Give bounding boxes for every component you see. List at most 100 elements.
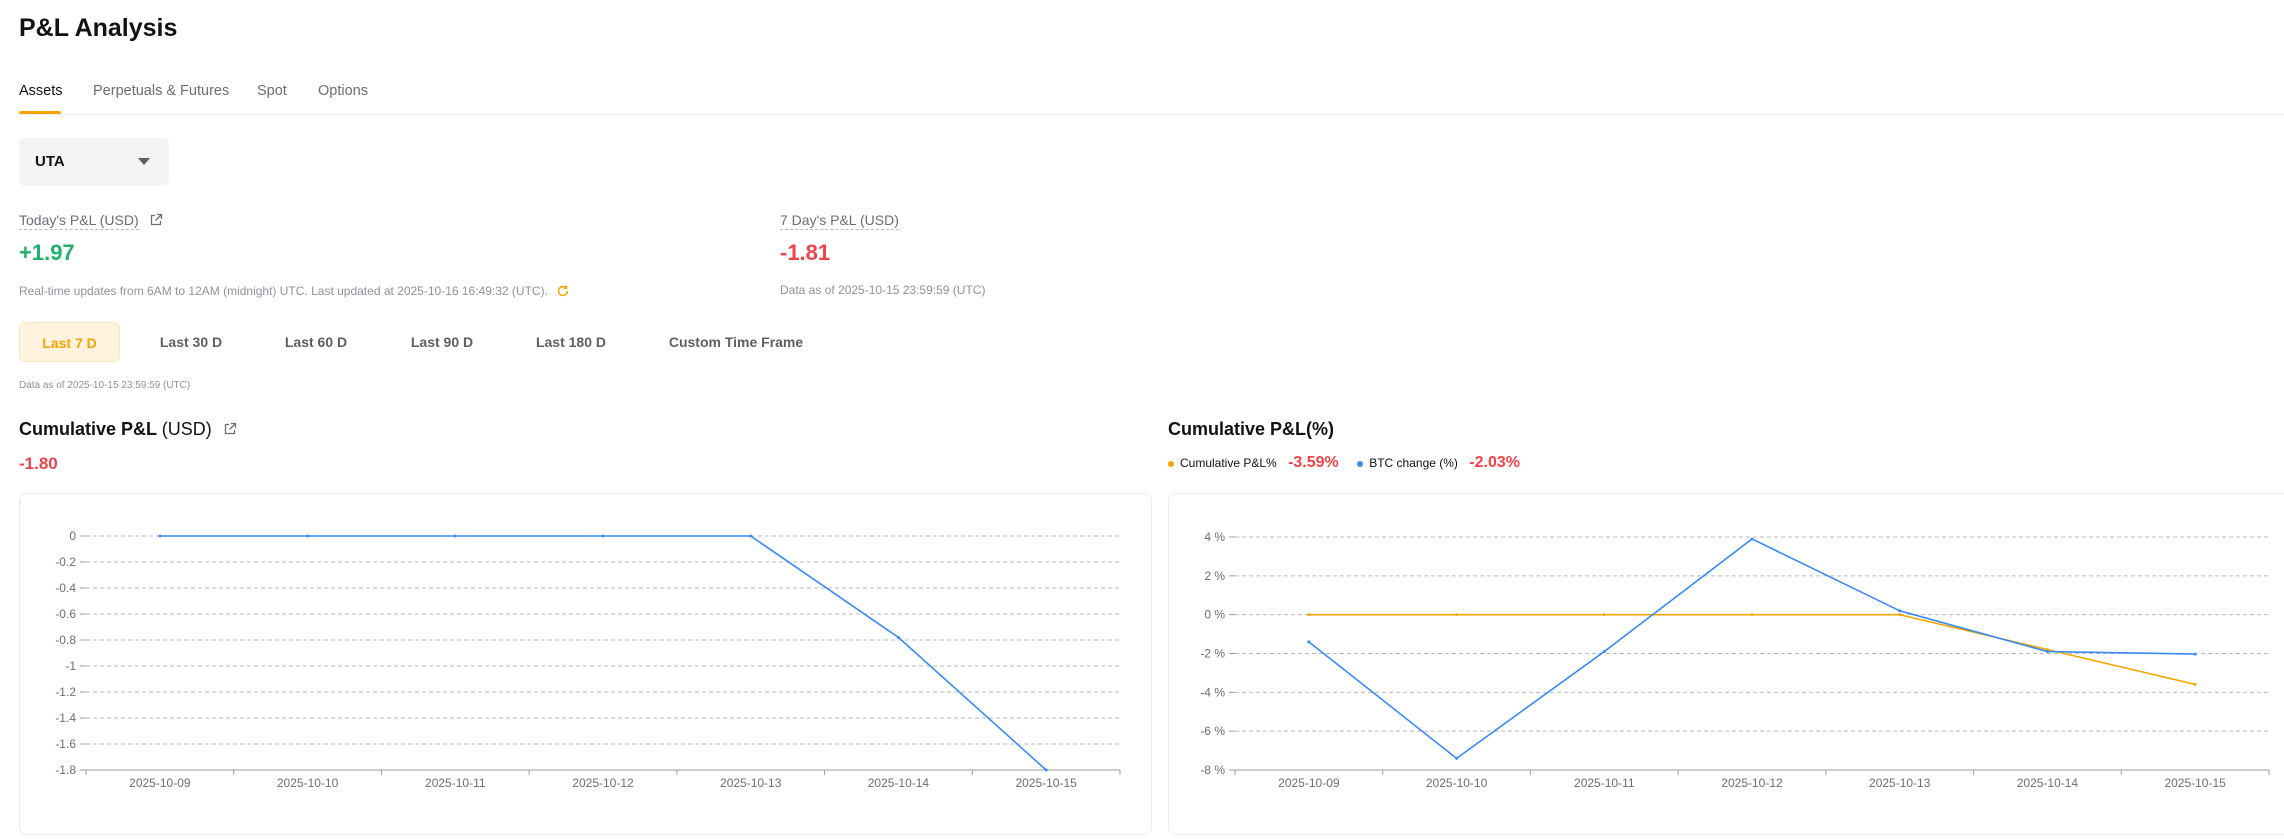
cumulative-pct-title: Cumulative P&L(%) (1168, 419, 1335, 439)
x-tick-label: 2025-10-13 (720, 776, 782, 790)
y-tick-label: -0.2 (55, 555, 76, 569)
cumulative-usd-value: -1.80 (19, 454, 58, 473)
range-last-90d-button[interactable]: Last 90 D (410, 334, 474, 350)
y-tick-label: -2 % (1200, 647, 1225, 661)
series-line-0 (1308, 613, 2196, 686)
y-tick-label: -0.4 (55, 581, 76, 595)
legend-item-cumulative: Cumulative P&L% (1168, 456, 1280, 470)
range-last-30d-button[interactable]: Last 30 D (159, 334, 223, 350)
range-custom-button[interactable]: Custom Time Frame (668, 334, 804, 350)
external-link-icon[interactable] (223, 422, 237, 436)
y-tick-label: -1.4 (55, 711, 76, 725)
tab-spot[interactable]: Spot (257, 83, 287, 99)
y-tick-label: -0.6 (55, 607, 76, 621)
data-point (896, 635, 900, 639)
today-pnl-note-row: Real-time updates from 6AM to 12AM (midn… (19, 282, 570, 300)
tab-active-indicator (19, 111, 61, 114)
legend-label-cumulative: Cumulative P&L% (1180, 456, 1277, 470)
x-tick-label: 2025-10-11 (425, 776, 486, 790)
legend-dot-blue (1357, 460, 1364, 467)
x-tick-label: 2025-10-10 (1426, 776, 1488, 790)
x-tick-label: 2025-10-14 (2017, 776, 2079, 790)
external-link-icon[interactable] (149, 213, 163, 227)
tab-options[interactable]: Options (318, 83, 368, 99)
y-tick-label: 0 (69, 529, 76, 543)
data-point (1455, 756, 1459, 760)
range-last-7d-button[interactable]: Last 7 D (19, 322, 120, 362)
cumulative-pct-chart-card: 4 % 2 % 0 % -2 % -4 % -6 % -8 % 2025-10-09 2025-… (1168, 493, 2284, 835)
x-tick-label: 2025-10-13 (1869, 776, 1931, 790)
y-tick-label: -1.2 (55, 685, 76, 699)
today-pnl-block: Today's P&L (USD) (19, 212, 163, 230)
y-tick-label: 2 % (1204, 569, 1225, 583)
data-point (1602, 650, 1606, 654)
week-pnl-value: -1.81 (780, 240, 831, 265)
x-tick-label: 2025-10-11 (1574, 776, 1635, 790)
data-point (1750, 537, 1754, 541)
refresh-icon[interactable] (556, 284, 570, 298)
tab-assets[interactable]: Assets (19, 83, 63, 99)
account-select-value: UTA (35, 153, 65, 170)
cumulative-usd-title-text: Cumulative P&L (19, 419, 157, 439)
tab-bar: Assets Perpetuals & Futures Spot Options (19, 78, 2284, 115)
range-note: Data as of 2025-10-15 23:59:59 (UTC) (19, 380, 191, 391)
y-tick-label: 0 % (1204, 608, 1225, 622)
week-pnl-block: 7 Day's P&L (USD) (780, 212, 899, 230)
page-title: P&L Analysis (19, 14, 178, 42)
y-tick-label: -1.8 (55, 763, 76, 777)
data-point (749, 534, 753, 538)
y-tick-label: -4 % (1200, 685, 1225, 699)
data-point (1898, 613, 1902, 617)
data-point (306, 534, 310, 538)
legend-dot-orange (1168, 460, 1174, 467)
today-pnl-note: Real-time updates from 6AM to 12AM (midn… (19, 284, 548, 298)
x-tick-label: 2025-10-15 (1015, 776, 1077, 790)
data-point (1898, 609, 1902, 613)
x-tick-label: 2025-10-10 (277, 776, 339, 790)
range-last-180d-button[interactable]: Last 180 D (535, 334, 607, 350)
data-point (1602, 613, 1606, 617)
series-line-0 (159, 535, 1047, 771)
tab-perpetuals-futures[interactable]: Perpetuals & Futures (93, 83, 230, 99)
y-tick-label: -8 % (1200, 763, 1225, 777)
x-tick-label: 2025-10-09 (129, 776, 191, 790)
cumulative-usd-chart: 0 -0.2 -0.4 -0.6 -0.8 -1 -1.2 -1.4 -1.6 -1.8 2025-… (55, 529, 1121, 790)
y-tick-label: -1.6 (55, 737, 76, 751)
week-pnl-label[interactable]: 7 Day's P&L (USD) (780, 212, 899, 230)
data-point (1750, 613, 1754, 617)
cumulative-usd-chart-card: 0 -0.2 -0.4 -0.6 -0.8 -1 -1.2 -1.4 -1.6 -1.8 2025-… (19, 493, 1152, 835)
x-tick-label: 2025-10-09 (1278, 776, 1340, 790)
cumulative-usd-unit: (USD) (161, 419, 212, 439)
legend-label-btc: BTC change (%) (1369, 456, 1458, 470)
data-point (453, 534, 457, 538)
y-tick-label: -0.8 (55, 633, 76, 647)
data-point (1455, 613, 1459, 617)
legend-value-cumulative: -3.59% (1288, 454, 1339, 471)
data-point (2193, 652, 2197, 656)
cumulative-pct-legend: Cumulative P&L% -3.59% BTC change (%) -2… (1168, 454, 1534, 472)
y-tick-label: 4 % (1204, 530, 1225, 544)
data-point (1307, 640, 1311, 644)
data-point (2045, 650, 2049, 654)
x-tick-label: 2025-10-14 (868, 776, 930, 790)
x-tick-label: 2025-10-12 (1721, 776, 1783, 790)
data-point (158, 534, 162, 538)
cumulative-usd-title: Cumulative P&L (USD) (19, 419, 237, 440)
legend-item-btc: BTC change (%) (1357, 456, 1461, 470)
data-point (2193, 682, 2197, 686)
legend-value-btc: -2.03% (1469, 454, 1520, 471)
x-tick-label: 2025-10-12 (572, 776, 634, 790)
range-last-60d-button[interactable]: Last 60 D (284, 334, 348, 350)
data-point (1307, 613, 1311, 617)
today-pnl-label[interactable]: Today's P&L (USD) (19, 212, 139, 230)
y-tick-label: -1 (65, 659, 76, 673)
series-line-1 (1308, 538, 2196, 760)
y-tick-label: -6 % (1200, 724, 1225, 738)
week-pnl-note: Data as of 2025-10-15 23:59:59 (UTC) (780, 283, 986, 297)
data-point (1044, 768, 1048, 772)
today-pnl-value: +1.97 (19, 240, 75, 265)
account-select[interactable]: UTA (19, 138, 169, 186)
cumulative-pct-chart: 4 % 2 % 0 % -2 % -4 % -6 % -8 % 2025-10-09 2025-… (1200, 530, 2270, 790)
data-point (601, 534, 605, 538)
x-tick-label: 2025-10-15 (2164, 776, 2226, 790)
